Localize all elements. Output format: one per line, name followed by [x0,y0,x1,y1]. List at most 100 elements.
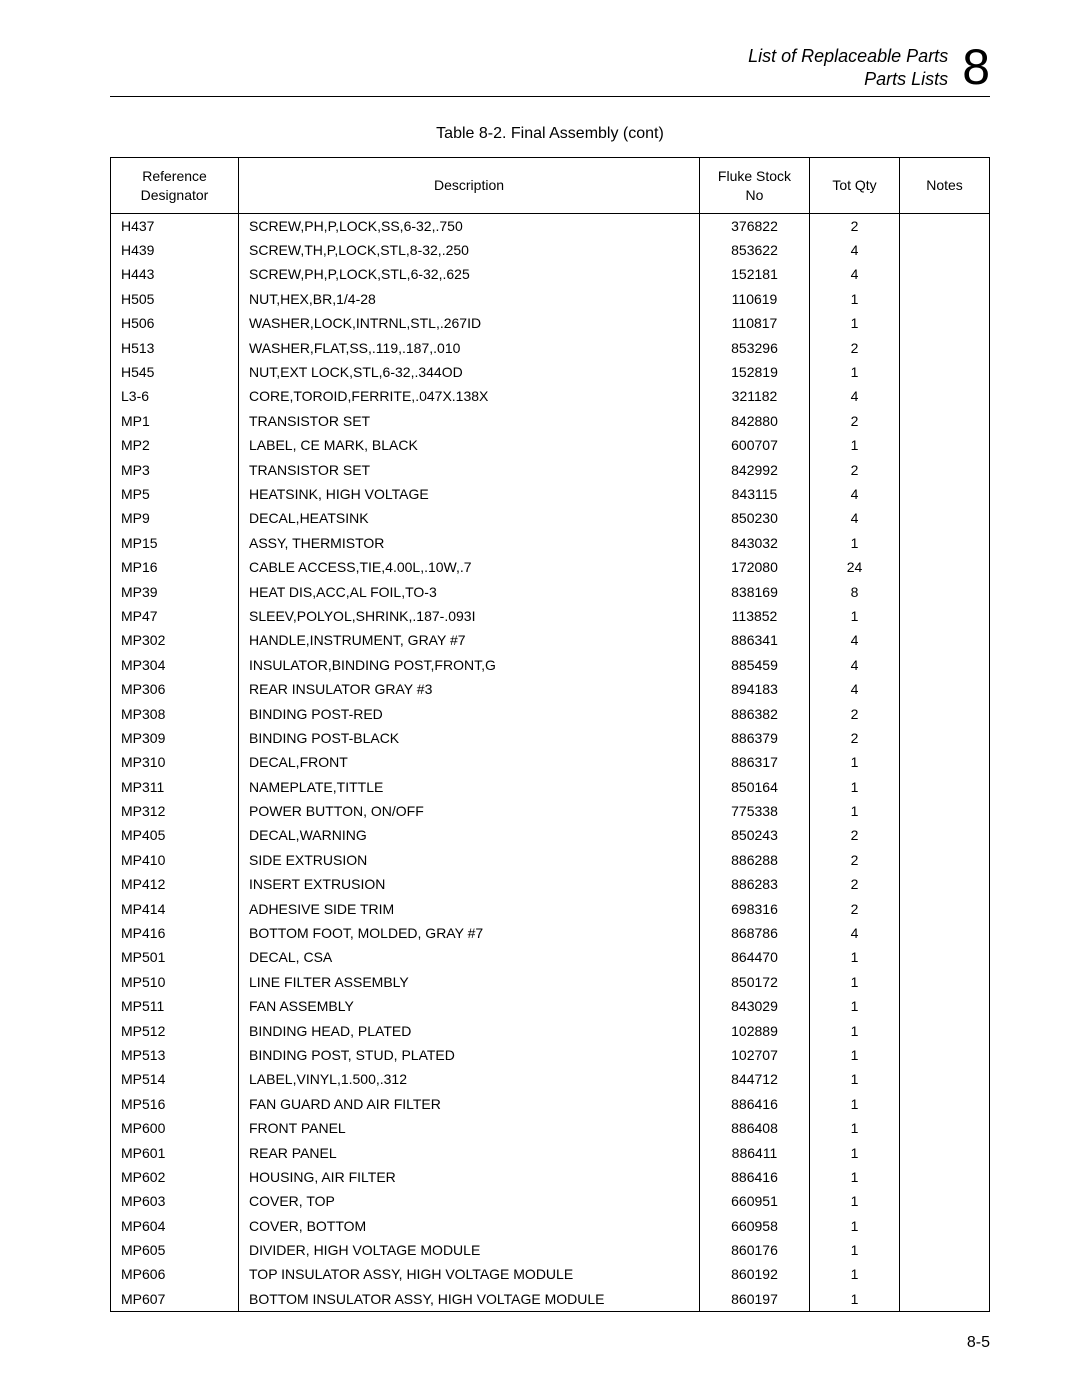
table-row: MP1TRANSISTOR SET8428802 [111,409,990,433]
cell-qty: 1 [810,994,900,1018]
table-row: MP39HEAT DIS,ACC,AL FOIL,TO-38381698 [111,579,990,603]
cell-ref: MP312 [111,799,239,823]
cell-notes [900,482,990,506]
cell-stock: 853296 [700,335,810,359]
cell-ref: MP9 [111,506,239,530]
cell-ref: MP511 [111,994,239,1018]
cell-qty: 1 [810,1262,900,1286]
cell-ref: MP405 [111,823,239,847]
cell-ref: MP516 [111,1092,239,1116]
cell-notes [900,1067,990,1091]
cell-desc: REAR PANEL [239,1140,700,1164]
table-row: H545NUT,EXT LOCK,STL,6-32,.344OD1528191 [111,360,990,384]
cell-notes [900,457,990,481]
cell-desc: DECAL,HEATSINK [239,506,700,530]
cell-qty: 1 [810,1116,900,1140]
cell-notes [900,970,990,994]
cell-ref: MP510 [111,970,239,994]
cell-notes [900,1043,990,1067]
cell-desc: LABEL, CE MARK, BLACK [239,433,700,457]
cell-stock: 885459 [700,653,810,677]
cell-stock: 886288 [700,848,810,872]
table-row: H443SCREW,PH,P,LOCK,STL,6-32,.6251521814 [111,262,990,286]
cell-ref: H545 [111,360,239,384]
cell-notes [900,287,990,311]
table-row: H505NUT,HEX,BR,1/4-281106191 [111,287,990,311]
cell-qty: 1 [810,531,900,555]
cell-qty: 1 [810,750,900,774]
cell-ref: MP15 [111,531,239,555]
cell-desc: DECAL,WARNING [239,823,700,847]
table-row: MP602HOUSING, AIR FILTER8864161 [111,1165,990,1189]
table-row: MP308BINDING POST-RED8863822 [111,701,990,725]
col-header-notes: Notes [900,158,990,214]
cell-stock: 660958 [700,1214,810,1238]
cell-qty: 2 [810,872,900,896]
cell-notes [900,774,990,798]
cell-stock: 152181 [700,262,810,286]
cell-desc: HOUSING, AIR FILTER [239,1165,700,1189]
cell-notes [900,823,990,847]
cell-qty: 2 [810,848,900,872]
table-row: MP309BINDING POST-BLACK8863792 [111,726,990,750]
cell-notes [900,506,990,530]
cell-qty: 1 [810,970,900,994]
table-row: MP5HEATSINK, HIGH VOLTAGE8431154 [111,482,990,506]
cell-stock: 894183 [700,677,810,701]
parts-table: ReferenceDesignator Description Fluke St… [110,157,990,1312]
cell-notes [900,1262,990,1286]
cell-qty: 1 [810,604,900,628]
cell-desc: LINE FILTER ASSEMBLY [239,970,700,994]
cell-stock: 321182 [700,384,810,408]
cell-ref: MP304 [111,653,239,677]
cell-stock: 843029 [700,994,810,1018]
cell-desc: INSULATOR,BINDING POST,FRONT,G [239,653,700,677]
cell-ref: MP410 [111,848,239,872]
cell-desc: WASHER,FLAT,SS,.119,.187,.010 [239,335,700,359]
cell-ref: H506 [111,311,239,335]
cell-desc: TOP INSULATOR ASSY, HIGH VOLTAGE MODULE [239,1262,700,1286]
cell-ref: H437 [111,214,239,238]
cell-stock: 843115 [700,482,810,506]
cell-ref: MP606 [111,1262,239,1286]
cell-notes [900,1140,990,1164]
cell-ref: H439 [111,238,239,262]
cell-ref: H513 [111,335,239,359]
cell-qty: 1 [810,774,900,798]
cell-stock: 886416 [700,1165,810,1189]
table-row: MP410SIDE EXTRUSION8862882 [111,848,990,872]
table-row: MP603COVER, TOP6609511 [111,1189,990,1213]
table-row: MP501DECAL, CSA8644701 [111,945,990,969]
cell-ref: MP601 [111,1140,239,1164]
cell-notes [900,409,990,433]
cell-notes [900,653,990,677]
cell-desc: DECAL, CSA [239,945,700,969]
cell-stock: 113852 [700,604,810,628]
cell-notes [900,604,990,628]
cell-stock: 698316 [700,896,810,920]
cell-stock: 843032 [700,531,810,555]
cell-notes [900,238,990,262]
cell-desc: LABEL,VINYL,1.500,.312 [239,1067,700,1091]
cell-stock: 152819 [700,360,810,384]
table-row: H506WASHER,LOCK,INTRNL,STL,.267ID1108171 [111,311,990,335]
table-row: H437SCREW,PH,P,LOCK,SS,6-32,.7503768222 [111,214,990,238]
cell-ref: MP600 [111,1116,239,1140]
cell-notes [900,799,990,823]
cell-desc: BINDING POST-RED [239,701,700,725]
cell-stock: 844712 [700,1067,810,1091]
cell-qty: 1 [810,1165,900,1189]
cell-desc: SIDE EXTRUSION [239,848,700,872]
cell-ref: MP302 [111,628,239,652]
cell-desc: FRONT PANEL [239,1116,700,1140]
table-row: MP510LINE FILTER ASSEMBLY8501721 [111,970,990,994]
table-row: MP310DECAL,FRONT8863171 [111,750,990,774]
cell-qty: 1 [810,1287,900,1311]
cell-ref: MP607 [111,1287,239,1311]
cell-stock: 850243 [700,823,810,847]
table-row: MP601REAR PANEL8864111 [111,1140,990,1164]
cell-notes [900,335,990,359]
cell-stock: 838169 [700,579,810,603]
cell-qty: 2 [810,457,900,481]
cell-qty: 2 [810,701,900,725]
